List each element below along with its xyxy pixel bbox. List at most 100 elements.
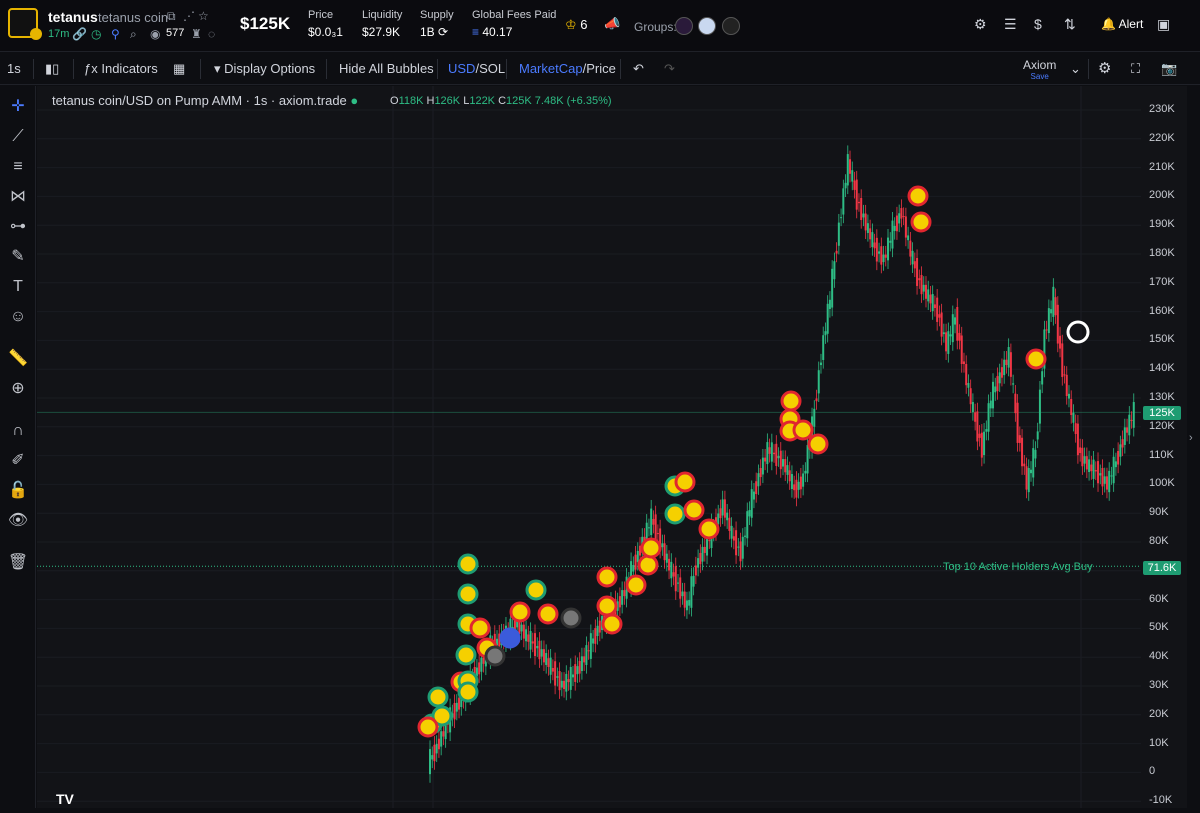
redo-icon[interactable]: ↷ <box>664 61 675 76</box>
megaphone-icon[interactable]: 📣 <box>604 16 621 31</box>
group-avatar[interactable] <box>698 17 716 35</box>
candle-body <box>1027 467 1030 493</box>
candle-body <box>918 278 921 281</box>
candle-body <box>992 381 995 409</box>
candle-body <box>513 616 516 636</box>
candle-body <box>873 242 876 249</box>
trade-bubble <box>1025 348 1047 370</box>
y-tick-label: 140K <box>1149 362 1175 375</box>
brush-icon[interactable]: ✎ <box>11 248 25 265</box>
display-options-button[interactable]: ▾ Display Options <box>214 61 316 76</box>
pump-icon[interactable]: ⚲ <box>111 27 120 41</box>
group-avatar[interactable] <box>722 17 740 35</box>
emoji-icon[interactable]: ☺ <box>9 308 27 325</box>
crown-count[interactable]: ♔ 6 <box>565 17 588 32</box>
bot-icon[interactable]: ♜ <box>191 27 202 41</box>
y-tick-label: 200K <box>1149 189 1175 202</box>
interval-selector[interactable]: 1s <box>7 61 21 76</box>
candle-body <box>661 543 664 548</box>
candle-body <box>639 545 642 556</box>
candle-body <box>956 306 959 341</box>
candle-body <box>1103 476 1106 484</box>
undo-icon[interactable]: ↶ <box>633 61 644 76</box>
star-icon[interactable]: ☆ <box>198 9 209 23</box>
group-avatar[interactable] <box>675 17 693 35</box>
candle-body <box>996 376 999 392</box>
zoom-icon[interactable]: ⊕ <box>11 380 25 397</box>
candle-body <box>708 540 711 542</box>
right-panel-toggle[interactable]: › <box>1187 86 1200 808</box>
candle-body <box>1067 393 1070 399</box>
crosshair-icon[interactable]: ✛ <box>11 98 25 115</box>
candle-body <box>788 470 791 482</box>
candle-body <box>1119 444 1122 457</box>
layout-save[interactable]: Axiom Save <box>1023 58 1057 81</box>
candle-body <box>455 702 458 712</box>
clock-icon[interactable]: ◷ <box>91 27 102 41</box>
price-axis[interactable] <box>1141 86 1187 808</box>
y-tick-label: 190K <box>1149 218 1175 231</box>
screenshot-icon[interactable]: 📷 <box>1161 61 1178 76</box>
candle-body <box>768 447 771 454</box>
layout-dropdown-icon[interactable]: ⌄ <box>1070 61 1081 76</box>
hide-bubbles-button[interactable]: Hide All Bubbles <box>339 61 434 76</box>
candle-body <box>779 450 782 470</box>
candle-body <box>475 667 478 677</box>
link-icon[interactable]: 🔗 <box>72 27 87 41</box>
settings-icon[interactable]: ⚙ <box>974 16 987 32</box>
candle-body <box>1052 286 1055 317</box>
ruler-icon[interactable]: 📏 <box>8 350 28 367</box>
candle-body <box>536 645 539 649</box>
fullscreen-icon[interactable]: ⛶ <box>1131 61 1141 76</box>
templates-icon[interactable]: ▦ <box>173 61 186 76</box>
y-tick-label: 10K <box>1149 736 1169 749</box>
currency-toggle[interactable]: USD/SOL <box>448 61 506 76</box>
candle-body <box>670 561 673 579</box>
hide-icon[interactable]: 👁 <box>7 512 29 529</box>
share-icon[interactable]: ⋰ <box>183 9 195 23</box>
candle-body <box>1085 456 1088 470</box>
candle-body <box>909 240 912 257</box>
candle-body <box>654 514 657 541</box>
view-count: 577 <box>166 27 185 39</box>
chart-settings-icon[interactable]: ⚙ <box>1098 60 1112 77</box>
candle-body <box>958 332 961 341</box>
dollar-icon[interactable]: $ <box>1034 16 1042 32</box>
candle-body <box>775 443 778 466</box>
fib-icon[interactable]: ≡ <box>13 158 23 175</box>
trade-bubble <box>637 554 659 576</box>
text-icon[interactable]: T <box>13 278 23 295</box>
trade-bubble <box>499 627 521 649</box>
candle-body <box>938 314 941 318</box>
magnet-icon[interactable]: ∩ <box>12 422 24 439</box>
lips-icon[interactable]: ◌ <box>208 27 216 41</box>
copy-icon[interactable]: ⧉ <box>167 9 176 23</box>
trendline-icon[interactable]: ⟋ <box>12 128 24 145</box>
y-tick-label: 60K <box>1149 592 1169 605</box>
candle-body <box>1065 374 1068 396</box>
lock-drawing-icon[interactable]: ✐ <box>11 452 25 469</box>
y-tick-label: 220K <box>1149 131 1175 144</box>
trade-bubble <box>780 390 802 412</box>
search-icon[interactable]: ⌕ <box>130 27 137 41</box>
price-chart[interactable] <box>37 86 1141 808</box>
candle-body <box>1029 469 1032 474</box>
candle-body <box>1128 414 1131 436</box>
y-tick-label: 210K <box>1149 160 1175 173</box>
mcap-price-toggle[interactable]: MarketCap/Price <box>519 61 616 76</box>
trash-icon[interactable]: 🗑 <box>7 554 29 571</box>
swap-icon[interactable]: ⇅ <box>1064 16 1076 32</box>
candle-body <box>822 335 825 360</box>
lock-icon[interactable]: 🔓 <box>8 482 28 499</box>
tradingview-logo: TV <box>56 791 74 807</box>
list-icon[interactable]: ☰ <box>1004 16 1017 32</box>
candle-type-icon[interactable]: ▮▯ <box>45 61 60 76</box>
token-logo[interactable] <box>8 8 38 38</box>
chart-area[interactable] <box>37 86 1141 808</box>
projection-icon[interactable]: ⊶ <box>10 218 26 235</box>
window-icon[interactable]: ▣ <box>1157 16 1171 32</box>
indicators-button[interactable]: ƒx Indicators <box>84 61 158 76</box>
alert-button[interactable]: 🔔 Alert <box>1101 17 1144 31</box>
pattern-icon[interactable]: ⋈ <box>10 188 26 205</box>
candle-body <box>844 182 847 189</box>
